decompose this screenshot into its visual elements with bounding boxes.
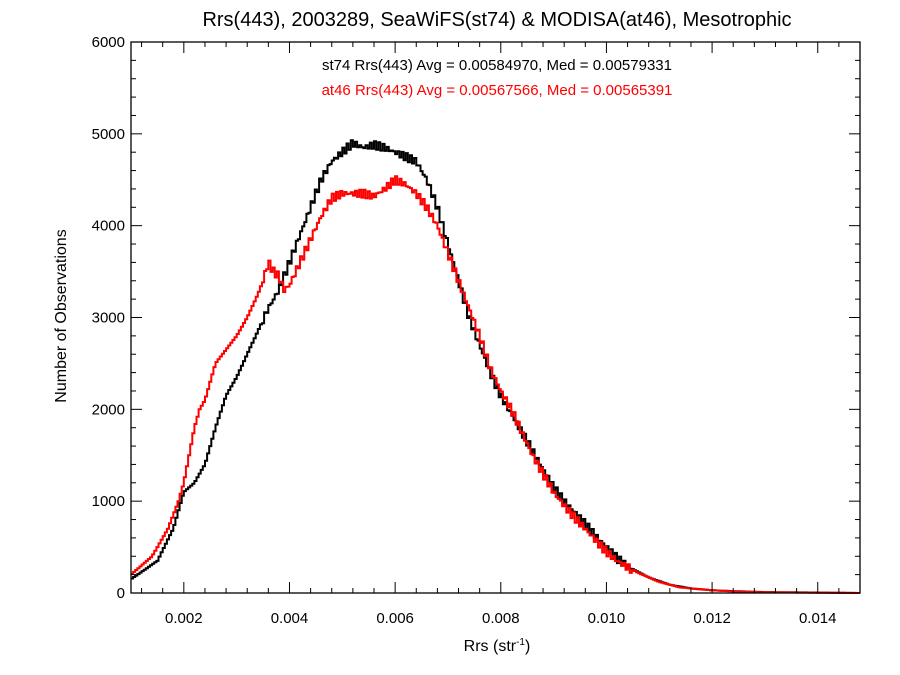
series-at46-line <box>131 175 860 594</box>
x-axis-label: Rrs (str-1) <box>464 637 531 655</box>
x-axis: 0.002 0.004 0.006 0.008 0.010 0.012 0.014 <box>141 42 861 627</box>
y-tick-label: 0 <box>117 585 125 602</box>
x-tick-label: 0.008 <box>482 610 520 627</box>
y-tick-label: 6000 <box>92 34 125 51</box>
x-tick-label: 0.002 <box>165 610 203 627</box>
x-tick-label: 0.010 <box>588 610 626 627</box>
x-tick-label: 0.004 <box>271 610 309 627</box>
annotation-at46: at46 Rrs(443) Avg = 0.00567566, Med = 0.… <box>322 82 673 99</box>
y-tick-label: 3000 <box>92 310 125 327</box>
x-tick-label: 0.012 <box>693 610 731 627</box>
y-tick-label: 4000 <box>92 218 125 235</box>
chart-title: Rrs(443), 2003289, SeaWiFS(st74) & MODIS… <box>202 9 791 31</box>
y-tick-label: 1000 <box>92 493 125 510</box>
y-axis: 0 1000 2000 3000 4000 5000 6000 <box>92 34 860 602</box>
plot-area <box>130 41 861 594</box>
y-axis-label: Number of Observations <box>53 229 70 402</box>
x-tick-label: 0.014 <box>799 610 837 627</box>
y-tick-label: 5000 <box>92 126 125 143</box>
x-tick-label: 0.006 <box>376 610 414 627</box>
annotation-st74: st74 Rrs(443) Avg = 0.00584970, Med = 0.… <box>322 57 672 74</box>
axes-frame <box>130 41 861 594</box>
y-tick-label: 2000 <box>92 401 125 418</box>
series-st74-line <box>131 139 860 594</box>
